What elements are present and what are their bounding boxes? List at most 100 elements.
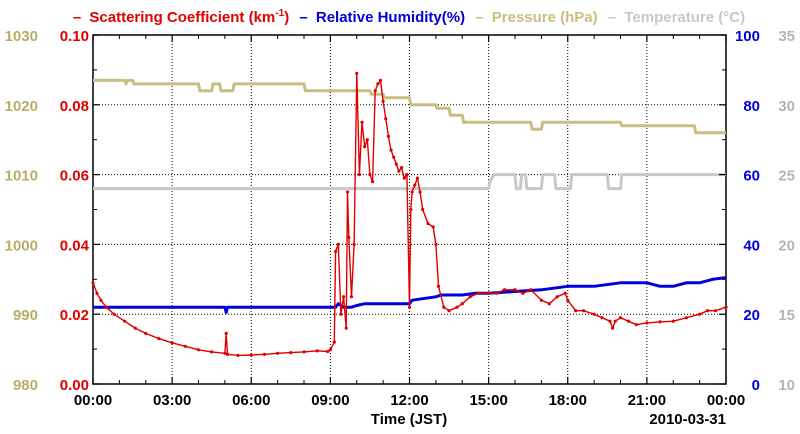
data-point-scattering-coefficient xyxy=(600,316,604,320)
legend-scattering-dash: – xyxy=(73,9,81,26)
data-point-scattering-coefficient xyxy=(539,298,543,302)
data-point-scattering-coefficient xyxy=(336,242,340,246)
data-point-scattering-coefficient xyxy=(502,288,507,292)
data-point-scattering-coefficient xyxy=(402,176,406,180)
data-point-scattering-coefficient xyxy=(249,353,253,357)
data-point-scattering-coefficient xyxy=(608,319,612,323)
temperature-tick-label: 15 xyxy=(778,307,795,324)
data-point-scattering-coefficient xyxy=(365,138,369,142)
data-point-scattering-coefficient xyxy=(384,117,388,121)
data-point-scattering-coefficient xyxy=(370,179,375,184)
data-point-scattering-coefficient xyxy=(618,316,623,320)
data-point-scattering-coefficient xyxy=(563,291,567,295)
data-point-scattering-coefficient xyxy=(468,295,472,299)
data-point-scattering-coefficient xyxy=(302,350,306,354)
data-point-scattering-coefficient xyxy=(144,331,148,335)
temperature-tick-label: 10 xyxy=(778,377,795,394)
legend-pressure-dash: – xyxy=(475,9,483,26)
legend-humidity-label: Relative Humidity(%) xyxy=(316,9,465,26)
x-tick-label: 03:00 xyxy=(153,392,191,409)
data-point-scattering-coefficient xyxy=(373,89,377,93)
humidity-tick-label: 100 xyxy=(735,28,760,45)
data-point-scattering-coefficient xyxy=(410,190,414,194)
x-tick-label: 06:00 xyxy=(232,392,270,409)
data-point-scattering-coefficient xyxy=(345,190,350,194)
data-point-scattering-coefficient xyxy=(613,319,617,323)
data-point-scattering-coefficient xyxy=(326,349,330,354)
data-point-scattering-coefficient xyxy=(610,326,615,330)
series-line-temperature xyxy=(93,173,726,191)
data-point-scattering-coefficient xyxy=(397,169,401,173)
data-point-scattering-coefficient xyxy=(363,145,367,149)
data-point-scattering-coefficient xyxy=(634,323,638,327)
humidity-tick-label: 80 xyxy=(743,98,760,115)
pressure-tick-label: 1000 xyxy=(5,237,38,254)
data-point-scattering-coefficient xyxy=(436,284,441,288)
data-point-scattering-coefficient xyxy=(196,348,201,352)
data-point-scattering-coefficient xyxy=(434,242,438,246)
data-point-scattering-coefficient xyxy=(386,134,390,138)
data-point-scattering-coefficient xyxy=(352,242,356,246)
series-line-relative-humidity xyxy=(93,276,727,314)
legend-temperature-dash: – xyxy=(608,9,616,26)
data-point-scattering-coefficient xyxy=(328,348,332,352)
data-point-scattering-coefficient xyxy=(223,351,227,355)
data-point-scattering-coefficient xyxy=(99,298,103,302)
data-point-scattering-coefficient xyxy=(315,349,319,353)
data-point-scattering-coefficient xyxy=(418,190,422,194)
data-point-scattering-coefficient xyxy=(455,305,459,309)
series-line-pressure xyxy=(93,78,726,135)
data-point-scattering-coefficient xyxy=(555,295,559,299)
data-point-scattering-coefficient xyxy=(413,183,417,187)
data-point-scattering-coefficient xyxy=(547,302,551,306)
data-point-scattering-coefficient xyxy=(339,312,343,316)
x-axis-title: Time (JST) xyxy=(371,411,447,428)
data-point-scattering-coefficient xyxy=(170,341,174,345)
data-point-scattering-coefficient xyxy=(210,350,214,354)
data-point-scattering-coefficient xyxy=(566,298,570,302)
temperature-tick-label: 25 xyxy=(778,168,795,185)
data-point-scattering-coefficient xyxy=(431,225,435,229)
legend-temperature-label: Temperature (°C) xyxy=(624,9,745,26)
humidity-tick-label: 0 xyxy=(752,377,760,394)
data-point-scattering-coefficient xyxy=(447,309,451,313)
x-tick-label: 09:00 xyxy=(311,392,349,409)
data-point-scattering-coefficient xyxy=(592,312,596,316)
data-point-scattering-coefficient xyxy=(378,78,383,82)
legend-scattering-exponent: -1 xyxy=(275,8,284,19)
date-label: 2010-03-31 xyxy=(649,411,726,428)
x-tick-label: 21:00 xyxy=(628,392,666,409)
humidity-tick-label: 40 xyxy=(743,237,760,254)
humidity-tick-label: 60 xyxy=(743,168,760,185)
data-point-scattering-coefficient xyxy=(112,312,116,316)
data-point-scattering-coefficient xyxy=(421,207,425,212)
data-point-scattering-coefficient xyxy=(394,162,398,166)
data-point-scattering-coefficient xyxy=(360,120,364,124)
data-point-scattering-coefficient xyxy=(426,221,430,226)
data-point-scattering-coefficient xyxy=(332,340,336,344)
humidity-tick-label: 20 xyxy=(743,307,760,324)
data-point-scattering-coefficient xyxy=(487,291,491,295)
data-point-scattering-coefficient xyxy=(341,295,346,299)
scattering-tick-label: 0.02 xyxy=(60,307,89,324)
temperature-tick-label: 35 xyxy=(778,28,795,45)
data-point-scattering-coefficient xyxy=(494,291,499,295)
legend-scattering-label: Scattering Coefficient (km xyxy=(89,9,275,26)
data-point-scattering-coefficient xyxy=(357,173,361,177)
x-tick-label: 00:00 xyxy=(707,392,745,409)
data-point-scattering-coefficient xyxy=(123,319,127,323)
data-point-scattering-coefficient xyxy=(407,305,412,309)
data-point-scattering-coefficient xyxy=(476,291,480,295)
data-point-scattering-coefficient xyxy=(236,353,240,357)
pressure-tick-label: 1010 xyxy=(5,168,38,185)
data-point-scattering-coefficient xyxy=(626,319,631,323)
x-tick-label: 00:00 xyxy=(74,392,112,409)
data-point-scattering-coefficient xyxy=(262,352,267,356)
data-point-scattering-coefficient xyxy=(574,309,578,313)
series-layer xyxy=(91,71,728,357)
pressure-tick-label: 990 xyxy=(13,307,38,324)
data-point-scattering-coefficient xyxy=(460,302,464,306)
scattering-tick-label: 0.06 xyxy=(60,168,89,185)
scattering-tick-label: 0.10 xyxy=(60,28,89,45)
